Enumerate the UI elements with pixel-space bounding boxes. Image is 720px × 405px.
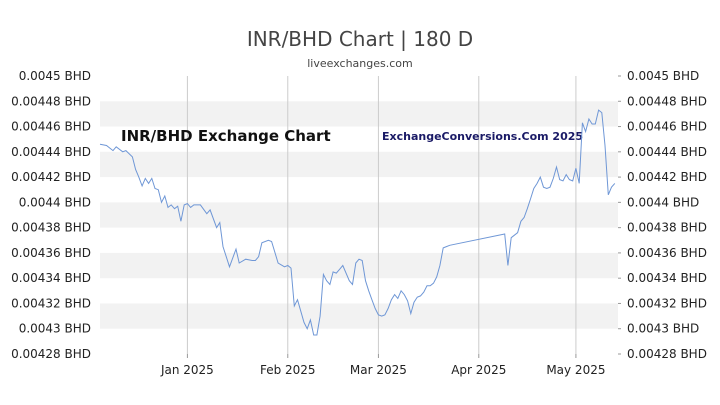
y-tick-label-left: 0.00444 BHD <box>11 145 91 159</box>
y-tick-label-right: 0.00438 BHD <box>627 221 707 235</box>
y-tick-label-left: 0.0045 BHD <box>19 69 91 83</box>
y-tick-label-right: 0.00436 BHD <box>627 246 707 260</box>
x-tick-label: Jan 2025 <box>160 363 214 377</box>
band <box>100 151 618 178</box>
series-line <box>99 109 616 336</box>
band <box>100 202 618 228</box>
y-tick-label-right: 0.0044 BHD <box>627 195 699 209</box>
background-bands <box>100 101 618 329</box>
y-tick-label-left: 0.00438 BHD <box>11 221 91 235</box>
x-axis: Jan 2025 Feb 2025 Mar 2025 Apr 2025 May 2025 <box>160 354 605 377</box>
watermark-right: ExchangeConversions.Com 2025 <box>382 130 583 143</box>
y-tick-label-right: 0.00448 BHD <box>627 94 707 108</box>
x-tick-label: Mar 2025 <box>350 363 407 377</box>
y-tick-label-right: 0.00442 BHD <box>627 170 707 184</box>
y-tick-label-left: 0.0044 BHD <box>19 195 91 209</box>
band <box>100 252 618 279</box>
vertical-gridlines <box>186 76 577 354</box>
band <box>100 303 618 329</box>
y-tick-label-left: 0.00448 BHD <box>11 94 91 108</box>
y-tick-label-left: 0.00436 BHD <box>11 246 91 260</box>
y-axis-left: 0.0045 BHD 0.00448 BHD 0.00446 BHD 0.00444 … <box>11 69 91 361</box>
y-axis-right: 0.0045 BHD 0.00448 BHD 0.00446 BHD 0.00444 … <box>618 69 707 361</box>
y-tick-label-right: 0.00432 BHD <box>627 296 707 310</box>
x-tick-label: May 2025 <box>546 363 605 377</box>
y-tick-label-right: 0.00428 BHD <box>627 347 707 361</box>
chart-title: INR/BHD Chart | 180 D <box>247 27 473 51</box>
y-tick-label-right: 0.00444 BHD <box>627 145 707 159</box>
y-tick-label-right: 0.00446 BHD <box>627 120 707 134</box>
y-tick-label-right: 0.0043 BHD <box>627 322 699 336</box>
chart-subtitle: liveexchanges.com <box>307 57 412 70</box>
y-tick-label-left: 0.00434 BHD <box>11 271 91 285</box>
y-tick-label-left: 0.00446 BHD <box>11 120 91 134</box>
x-tick-label: Feb 2025 <box>260 363 316 377</box>
band <box>100 101 618 127</box>
watermark-left: INR/BHD Exchange Chart <box>121 127 331 145</box>
y-tick-label-left: 0.0043 BHD <box>19 322 91 336</box>
y-tick-label-left: 0.00442 BHD <box>11 170 91 184</box>
y-tick-label-left: 0.00428 BHD <box>11 347 91 361</box>
y-tick-label-right: 0.0045 BHD <box>627 69 699 83</box>
y-tick-label-right: 0.00434 BHD <box>627 271 707 285</box>
y-tick-label-left: 0.00432 BHD <box>11 296 91 310</box>
x-tick-label: Apr 2025 <box>451 363 506 377</box>
